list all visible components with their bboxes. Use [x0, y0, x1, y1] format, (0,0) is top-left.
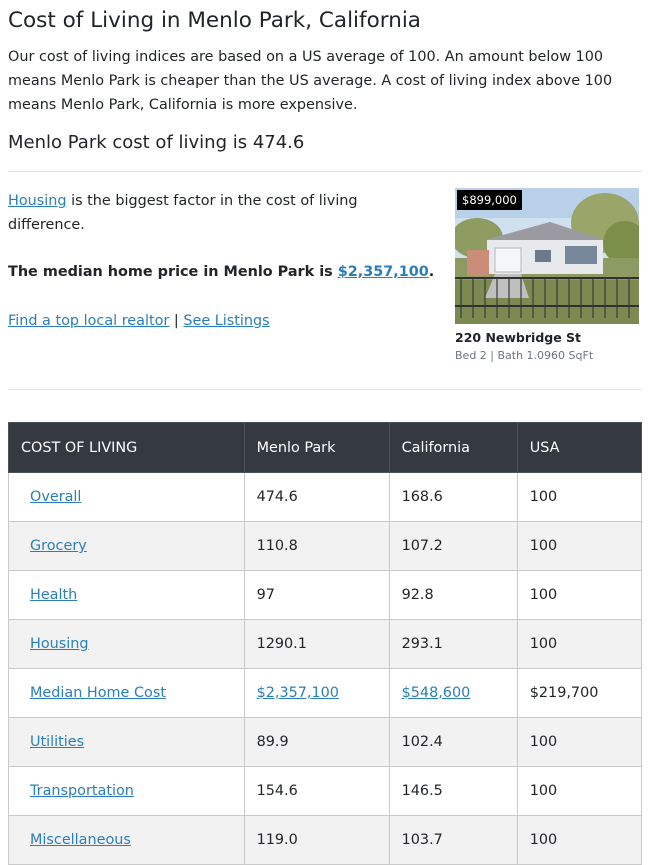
divider: [8, 171, 642, 172]
menlo-value: 119.0: [243, 815, 390, 865]
row-label-cell: Median Home Cost: [8, 668, 245, 718]
usa-value: 100: [516, 570, 643, 620]
menlo-median-link[interactable]: $2,357,100: [256, 685, 339, 701]
header-menlo-park: Menlo Park: [243, 422, 390, 473]
housing-row-link[interactable]: Housing: [30, 636, 89, 652]
see-listings-link[interactable]: See Listings: [183, 313, 270, 329]
california-value-cell: $548,600: [388, 668, 518, 718]
menlo-value: 110.8: [243, 521, 390, 571]
usa-value: 100: [516, 619, 643, 669]
cost-of-living-table: COST OF LIVING Menlo Park California USA…: [8, 422, 643, 865]
row-label-cell: Housing: [8, 619, 245, 669]
miscellaneous-link[interactable]: Miscellaneous: [30, 832, 131, 848]
menlo-value-cell: $2,357,100: [243, 668, 390, 718]
row-label-cell: Overall: [8, 472, 245, 522]
california-value: 103.7: [388, 815, 518, 865]
factor-text: is the biggest factor in the cost of liv…: [8, 193, 358, 233]
cost-of-living-headline: Menlo Park cost of living is 474.6: [8, 132, 305, 153]
listing-details: Bed 2 | Bath 1.0960 SqFt: [455, 349, 594, 362]
factor-paragraph: Housing is the biggest factor in the cos…: [8, 189, 428, 237]
row-label-cell: Grocery: [8, 521, 245, 571]
california-median-link[interactable]: $548,600: [401, 685, 471, 701]
menlo-value: 474.6: [243, 472, 390, 522]
listing-price-badge: $899,000: [457, 190, 522, 210]
table-row: Median Home Cost $2,357,100 $548,600 $21…: [8, 668, 643, 718]
header-usa: USA: [516, 422, 643, 473]
links-paragraph: Find a top local realtor | See Listings: [8, 309, 270, 333]
table-row: Utilities 89.9 102.4 100: [8, 717, 643, 767]
header-cost-of-living: COST OF LIVING: [8, 422, 245, 473]
page-title: Cost of Living in Menlo Park, California: [8, 8, 421, 33]
menlo-value: 97: [243, 570, 390, 620]
usa-value: 100: [516, 766, 643, 816]
row-label-cell: Health: [8, 570, 245, 620]
table-row: Overall 474.6 168.6 100: [8, 472, 643, 522]
median-prefix: The median home price in Menlo Park is: [8, 264, 338, 280]
menlo-value: 89.9: [243, 717, 390, 767]
utilities-link[interactable]: Utilities: [30, 734, 85, 750]
median-home-cost-link[interactable]: Median Home Cost: [30, 685, 166, 701]
transportation-link[interactable]: Transportation: [30, 783, 134, 799]
listing-address[interactable]: 220 Newbridge St: [455, 330, 582, 345]
menlo-value: 1290.1: [243, 619, 390, 669]
california-value: 107.2: [388, 521, 518, 571]
links-separator: |: [169, 313, 184, 329]
listing-card[interactable]: $899,000 220 Newbridge St Bed 2 | Bath 1…: [455, 188, 639, 362]
usa-value: 100: [516, 521, 643, 571]
table-row: Grocery 110.8 107.2 100: [8, 521, 643, 571]
overall-link[interactable]: Overall: [30, 489, 82, 505]
row-label-cell: Utilities: [8, 717, 245, 767]
usa-value: $219,700: [516, 668, 643, 718]
divider: [8, 389, 642, 390]
table-header-row: COST OF LIVING Menlo Park California USA: [8, 422, 643, 473]
usa-value: 100: [516, 815, 643, 865]
row-label-cell: Transportation: [8, 766, 245, 816]
california-value: 146.5: [388, 766, 518, 816]
median-paragraph: The median home price in Menlo Park is $…: [8, 260, 434, 284]
median-suffix: .: [428, 264, 435, 280]
intro-text: Our cost of living indices are based on …: [8, 49, 613, 113]
health-link[interactable]: Health: [30, 587, 78, 603]
california-value: 92.8: [388, 570, 518, 620]
median-price-link[interactable]: $2,357,100: [337, 264, 429, 280]
table-row: Housing 1290.1 293.1 100: [8, 619, 643, 669]
row-label-cell: Miscellaneous: [8, 815, 245, 865]
grocery-link[interactable]: Grocery: [30, 538, 87, 554]
table-row: Health 97 92.8 100: [8, 570, 643, 620]
table-row: Miscellaneous 119.0 103.7 100: [8, 815, 643, 865]
header-california: California: [388, 422, 518, 473]
usa-value: 100: [516, 472, 643, 522]
house-photo[interactable]: $899,000: [455, 188, 639, 324]
usa-value: 100: [516, 717, 643, 767]
house-photo-icon: [455, 188, 639, 324]
california-value: 168.6: [388, 472, 518, 522]
menlo-value: 154.6: [243, 766, 390, 816]
california-value: 102.4: [388, 717, 518, 767]
housing-link[interactable]: Housing: [8, 193, 67, 209]
find-realtor-link[interactable]: Find a top local realtor: [8, 313, 170, 329]
table-row: Transportation 154.6 146.5 100: [8, 766, 643, 816]
california-value: 293.1: [388, 619, 518, 669]
